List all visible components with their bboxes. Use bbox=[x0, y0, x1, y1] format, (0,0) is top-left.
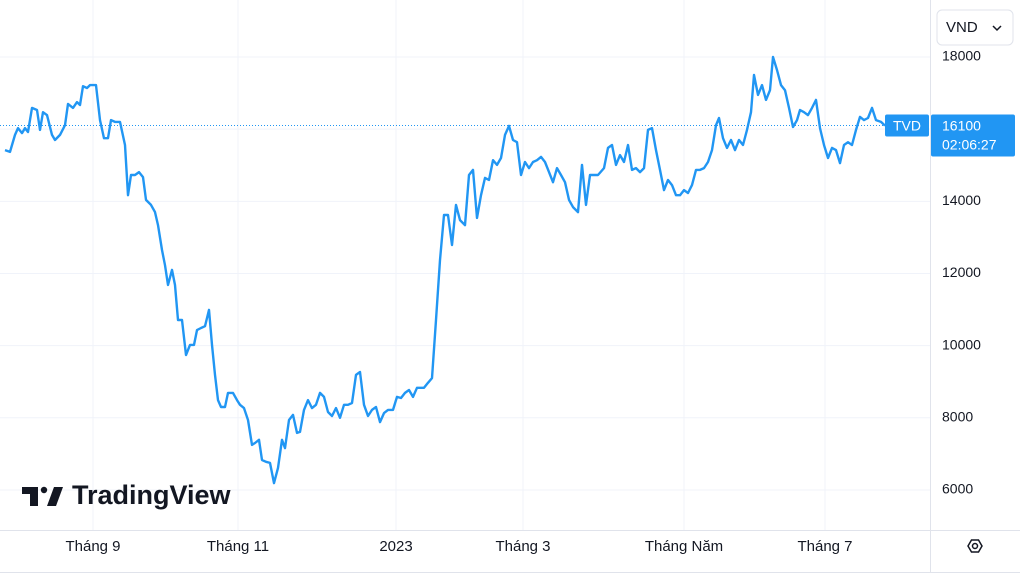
settings-icon[interactable] bbox=[967, 539, 983, 553]
x-tick-label: Tháng 9 bbox=[65, 538, 120, 555]
x-tick-label: Tháng 11 bbox=[207, 538, 269, 555]
logo-text: TradingView bbox=[72, 480, 232, 510]
last-time-label: 02:06:27 bbox=[942, 136, 997, 152]
series-label-box bbox=[885, 114, 929, 137]
y-tick-label: 14000 bbox=[942, 192, 981, 208]
last-price-label: 16100 bbox=[942, 117, 981, 133]
logo: TradingView bbox=[22, 480, 232, 510]
x-tick-label: 2023 bbox=[379, 538, 412, 555]
currency-label[interactable]: VND bbox=[946, 19, 978, 36]
last-price-box bbox=[931, 114, 1015, 157]
y-tick-label: 12000 bbox=[942, 264, 981, 280]
y-tick-label: 6000 bbox=[942, 481, 973, 497]
logo-icon bbox=[47, 487, 63, 506]
currency-button-box[interactable] bbox=[936, 9, 1014, 46]
settings-icon[interactable] bbox=[971, 542, 979, 550]
x-tick-label: Tháng Năm bbox=[645, 538, 723, 555]
x-tick-label: Tháng 3 bbox=[495, 538, 550, 555]
x-tick-label: Tháng 7 bbox=[797, 538, 852, 555]
y-tick-label: 18000 bbox=[942, 48, 981, 64]
y-tick-label: 8000 bbox=[942, 408, 973, 424]
logo-icon bbox=[40, 486, 48, 494]
price-line bbox=[4, 55, 886, 485]
chevron[interactable] bbox=[992, 25, 1002, 32]
settings-button[interactable] bbox=[967, 539, 983, 553]
series-label: TVD bbox=[893, 117, 921, 133]
y-tick-label: 10000 bbox=[942, 336, 981, 352]
logo-icon bbox=[22, 487, 38, 506]
currency-button[interactable]: VND bbox=[936, 9, 1014, 46]
grid bbox=[0, 0, 930, 530]
